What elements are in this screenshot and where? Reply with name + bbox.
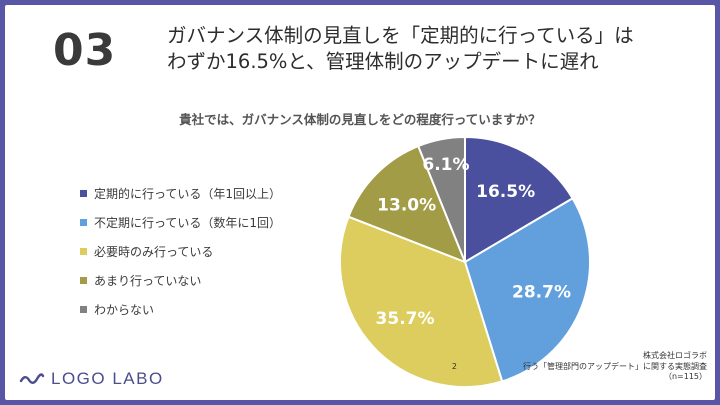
- legend-item: 不定期に行っている（数年に1回）: [80, 214, 281, 230]
- legend-item: 定期的に行っている（年1回以上）: [80, 185, 281, 201]
- legend-swatch: [80, 247, 87, 255]
- legend-swatch: [80, 218, 87, 226]
- legend-item: 必要時のみ行っている: [80, 243, 281, 259]
- logo-text: LOGO LABO: [51, 369, 164, 388]
- legend-swatch: [80, 189, 87, 197]
- legend-label: 不定期に行っている（数年に1回）: [94, 215, 282, 230]
- pie-slice-label: 16.5%: [476, 182, 535, 202]
- source-survey: 2 行う「管理部門のアップデート」に関する実態調査: [452, 361, 707, 373]
- legend-item: あまり行っていない: [80, 272, 281, 288]
- pie-slice-label: 13.0%: [377, 195, 436, 215]
- chart-title: 貴社では、ガバナンス体制の見直しをどの程度行っていますか？: [179, 112, 541, 127]
- slide-headline: ガバナンス体制の見直しを「定期的に行っている」は わずか16.5%と、管理体制の…: [167, 23, 687, 75]
- headline-line-1: ガバナンス体制の見直しを「定期的に行っている」は: [167, 24, 634, 47]
- slide-number: 03: [53, 25, 117, 76]
- source-note: 株式会社ロゴラボ 2 行う「管理部門のアップデート」に関する実態調査 （n=11…: [452, 351, 707, 383]
- pie-slice: [416, 135, 466, 263]
- source-company: 株式会社ロゴラボ: [643, 351, 707, 360]
- slide-card: 03 ガバナンス体制の見直しを「定期的に行っている」は わずか16.5%と、管理…: [5, 5, 715, 400]
- pie-slice: [347, 144, 467, 264]
- wave-icon: [19, 373, 45, 384]
- source-survey-title: 行う「管理部門のアップデート」に関する実態調査: [523, 361, 707, 371]
- source-sample: （n=115）: [663, 372, 707, 381]
- pie-slice: [463, 196, 591, 383]
- chart-legend: 定期的に行っている（年1回以上） 不定期に行っている（数年に1回） 必要時のみ行…: [80, 185, 281, 330]
- legend-label: 必要時のみ行っている: [94, 244, 214, 259]
- legend-swatch: [80, 305, 87, 313]
- legend-label: わからない: [94, 302, 155, 317]
- legend-label: 定期的に行っている（年1回以上）: [94, 186, 282, 201]
- pie-slice-label: 35.7%: [376, 309, 435, 329]
- pie-slice-label: 28.7%: [512, 282, 571, 302]
- source-survey-prefix: 2: [451, 361, 457, 371]
- pie-chart: 16.5% 28.7% 35.7% 13.0% 6.1%: [339, 135, 591, 388]
- legend-item: わからない: [80, 301, 281, 317]
- pie-slice-label: 6.1%: [422, 155, 469, 175]
- brand-logo: LOGO LABO: [19, 369, 164, 389]
- pie-slice: [464, 135, 574, 264]
- legend-swatch: [80, 276, 87, 284]
- legend-label: あまり行っていない: [94, 273, 202, 288]
- headline-line-2: わずか16.5%と、管理体制のアップデートに遅れ: [167, 50, 599, 73]
- pie-slice: [339, 215, 504, 388]
